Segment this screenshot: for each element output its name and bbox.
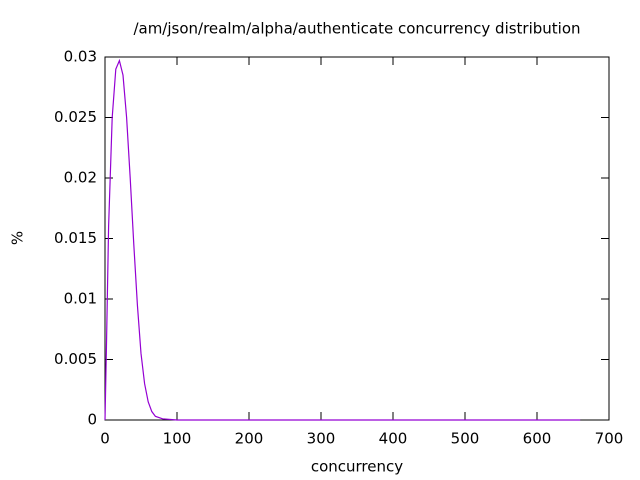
- y-tick-label: 0.03: [64, 48, 97, 66]
- y-tick-label: 0: [87, 411, 97, 429]
- x-tick-label: 600: [523, 430, 552, 448]
- x-tick-label: 300: [307, 430, 336, 448]
- x-tick-label: 0: [100, 430, 110, 448]
- plot-border: [104, 56, 610, 421]
- y-tick-label: 0.015: [54, 229, 97, 247]
- x-tick-label: 700: [595, 430, 624, 448]
- x-axis-label: concurrency: [311, 458, 403, 476]
- y-tick-label: 0.01: [64, 290, 97, 308]
- x-tick-label: 100: [163, 430, 192, 448]
- y-tick-label: 0.025: [54, 108, 97, 126]
- y-tick-label: 0.02: [64, 169, 97, 187]
- data-line: [104, 58, 581, 421]
- x-tick-label: 200: [235, 430, 264, 448]
- y-axis-label: %: [9, 231, 27, 245]
- chart-title: /am/json/realm/alpha/authenticate concur…: [133, 20, 580, 38]
- x-tick-label: 500: [451, 430, 480, 448]
- y-tick-label: 0.005: [54, 350, 97, 368]
- x-tick-label: 400: [379, 430, 408, 448]
